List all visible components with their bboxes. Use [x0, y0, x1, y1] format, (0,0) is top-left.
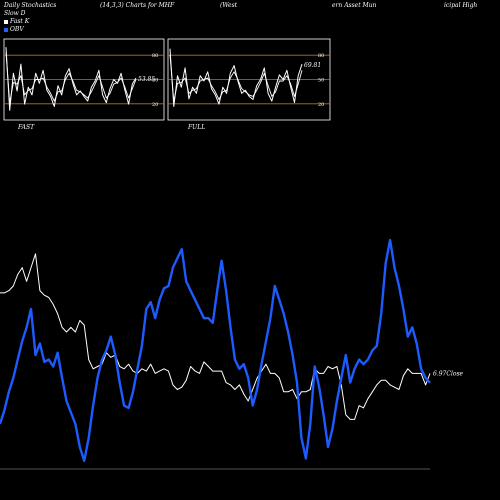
close-price-line	[0, 253, 431, 420]
fast-y-tick-label: 50	[152, 78, 158, 84]
legend-label: OBV	[10, 26, 24, 33]
fast-y-tick-label: 80	[152, 53, 158, 59]
fast-series-line-1	[5, 52, 137, 104]
legend-swatch	[4, 27, 8, 32]
chart-title-part-2: (14,3,3) Charts for MHF	[100, 2, 175, 9]
legend-label: Slow D	[4, 10, 26, 17]
fast-series-line-0	[5, 47, 137, 111]
fast-y-tick-label: 20	[152, 102, 158, 108]
chart-title-part-3: (West	[220, 2, 238, 9]
full-y-tick-label: 50	[318, 78, 324, 84]
chart-title-part-5: icipal High	[444, 2, 478, 9]
chart-title-part-4: ern Asset Mun	[332, 2, 377, 9]
full-series-line-1	[169, 54, 303, 102]
legend-swatch	[4, 19, 8, 24]
legend-item-slow-d: Slow D	[4, 10, 26, 17]
full-value-label: 69.81	[304, 62, 321, 69]
full-y-tick-label: 80	[318, 53, 324, 59]
full-panel-title: FULL	[187, 124, 205, 131]
full-y-tick-label: 20	[318, 102, 324, 108]
legend-item-fast-k: Fast K	[4, 18, 29, 25]
full-series-line-0	[169, 48, 303, 107]
obv-line	[0, 238, 431, 462]
legend-item-obv: OBV	[4, 26, 24, 33]
close-value-label: 6.97Close	[433, 370, 464, 377]
fast-panel-title: FAST	[17, 124, 35, 131]
legend-label: Fast K	[10, 18, 30, 25]
chart-title-part-1: Daily Stochastics	[4, 2, 57, 9]
fast-value-label: 53.85	[138, 76, 155, 83]
